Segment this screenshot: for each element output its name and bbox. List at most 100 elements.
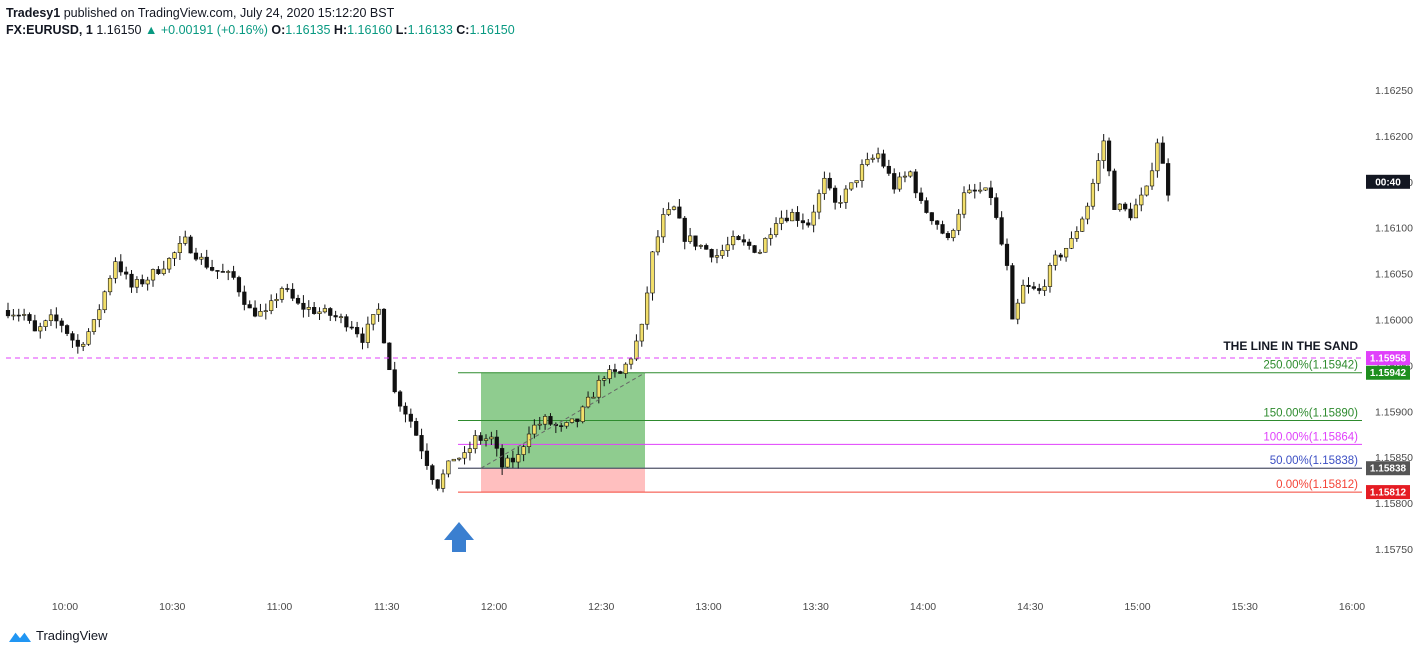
- candle-body: [247, 304, 252, 309]
- candle: [457, 457, 462, 462]
- countdown-tag-text: 00:40: [1375, 177, 1401, 188]
- candle: [714, 248, 720, 264]
- time-tick-label: 13:30: [803, 601, 829, 613]
- candle-body: [1096, 160, 1101, 184]
- candle-body: [338, 316, 344, 318]
- candle-body: [945, 233, 951, 239]
- time-axis[interactable]: 10:00 10:30 11:00 11:30 12:00 12:30 13:00 13:30…: [52, 601, 1365, 613]
- candle-body: [102, 291, 107, 311]
- candle: [859, 159, 865, 188]
- candle: [1074, 226, 1079, 242]
- price-tick-label: 1.16000: [1375, 315, 1413, 327]
- candle: [27, 312, 32, 324]
- candle: [1085, 202, 1090, 225]
- candle-body: [580, 406, 585, 422]
- candle: [623, 362, 628, 379]
- candle: [618, 370, 623, 374]
- candle-body: [961, 192, 967, 215]
- candle: [575, 418, 580, 428]
- candle: [1047, 262, 1053, 293]
- candle-body: [671, 206, 677, 210]
- candle: [215, 270, 220, 279]
- candle-body: [741, 239, 746, 243]
- author-name[interactable]: Tradesy1: [6, 6, 61, 20]
- candle-body: [516, 454, 521, 463]
- candle: [64, 324, 70, 337]
- candle-body: [913, 171, 918, 194]
- candle: [301, 295, 306, 318]
- publish-info: published on TradingView.com, July 24, 2…: [60, 6, 395, 20]
- candle: [22, 308, 27, 321]
- candle-body: [806, 222, 811, 226]
- candle-body: [639, 323, 644, 342]
- candle: [564, 421, 569, 429]
- target-tag-text: 1.15942: [1370, 368, 1407, 379]
- position-zones[interactable]: [481, 372, 645, 493]
- candle-body: [1085, 205, 1090, 220]
- candle-body: [430, 465, 435, 481]
- candle-body: [994, 197, 999, 218]
- close-label: C:: [456, 23, 470, 37]
- candle-body: [290, 288, 295, 299]
- candle-body: [150, 269, 156, 281]
- countdown-tag: 00:40: [1366, 174, 1410, 189]
- candle-body: [193, 252, 199, 260]
- candle-body: [886, 165, 891, 174]
- candle: [5, 302, 11, 319]
- candle-body: [118, 261, 123, 273]
- candle-body: [634, 340, 639, 360]
- up-arrow-icon: [444, 522, 474, 552]
- candle: [156, 266, 161, 275]
- candle-body: [623, 363, 628, 374]
- low-label: L:: [395, 23, 408, 37]
- candle: [322, 304, 327, 314]
- candle-body: [91, 319, 97, 332]
- candle-body: [183, 236, 188, 244]
- candle: [978, 182, 983, 194]
- candle: [961, 186, 967, 219]
- candle-body: [532, 424, 537, 435]
- fib-level-label: 250.00%(1.15942): [1263, 360, 1358, 372]
- symbol-label[interactable]: FX:EURUSD, 1: [6, 23, 93, 37]
- candle: [419, 428, 424, 460]
- candle: [338, 313, 344, 324]
- candle: [312, 302, 317, 315]
- candle-body: [827, 177, 832, 189]
- candle-body: [328, 308, 333, 316]
- candle: [790, 208, 795, 222]
- candle: [763, 237, 768, 253]
- candle: [736, 234, 741, 241]
- candle-body: [462, 452, 467, 459]
- candle: [124, 266, 129, 280]
- candle-body: [972, 189, 977, 192]
- candle-body: [467, 448, 473, 453]
- candle-body: [1074, 231, 1079, 239]
- candle-body: [16, 314, 21, 317]
- candle-body: [542, 416, 548, 425]
- candle: [747, 238, 752, 250]
- candle-body: [999, 217, 1004, 245]
- candle-body: [376, 308, 381, 315]
- candle-body: [940, 224, 945, 234]
- candle-body: [714, 255, 720, 258]
- tradingview-brand[interactable]: TradingView: [8, 628, 108, 643]
- candle: [1117, 203, 1122, 212]
- candle-body: [424, 450, 430, 466]
- candle: [430, 463, 435, 485]
- candle: [897, 172, 902, 192]
- candle: [462, 446, 467, 465]
- candle: [725, 236, 730, 257]
- candle-body: [1133, 204, 1139, 219]
- candle-body: [1015, 302, 1020, 320]
- candle: [381, 308, 387, 344]
- candle-body: [381, 308, 387, 344]
- fib-levels[interactable]: 250.00%(1.15942) 150.00%(1.15890) 100.00%(…: [458, 360, 1362, 493]
- candle-body: [688, 235, 693, 242]
- annotations[interactable]: THE LINE IN THE SAND 1.15958 1.15942 1.1583…: [6, 174, 1410, 552]
- candle: [779, 210, 784, 231]
- candle: [204, 249, 209, 270]
- candle-body: [124, 271, 129, 275]
- candle: [994, 193, 999, 220]
- candle: [811, 204, 816, 233]
